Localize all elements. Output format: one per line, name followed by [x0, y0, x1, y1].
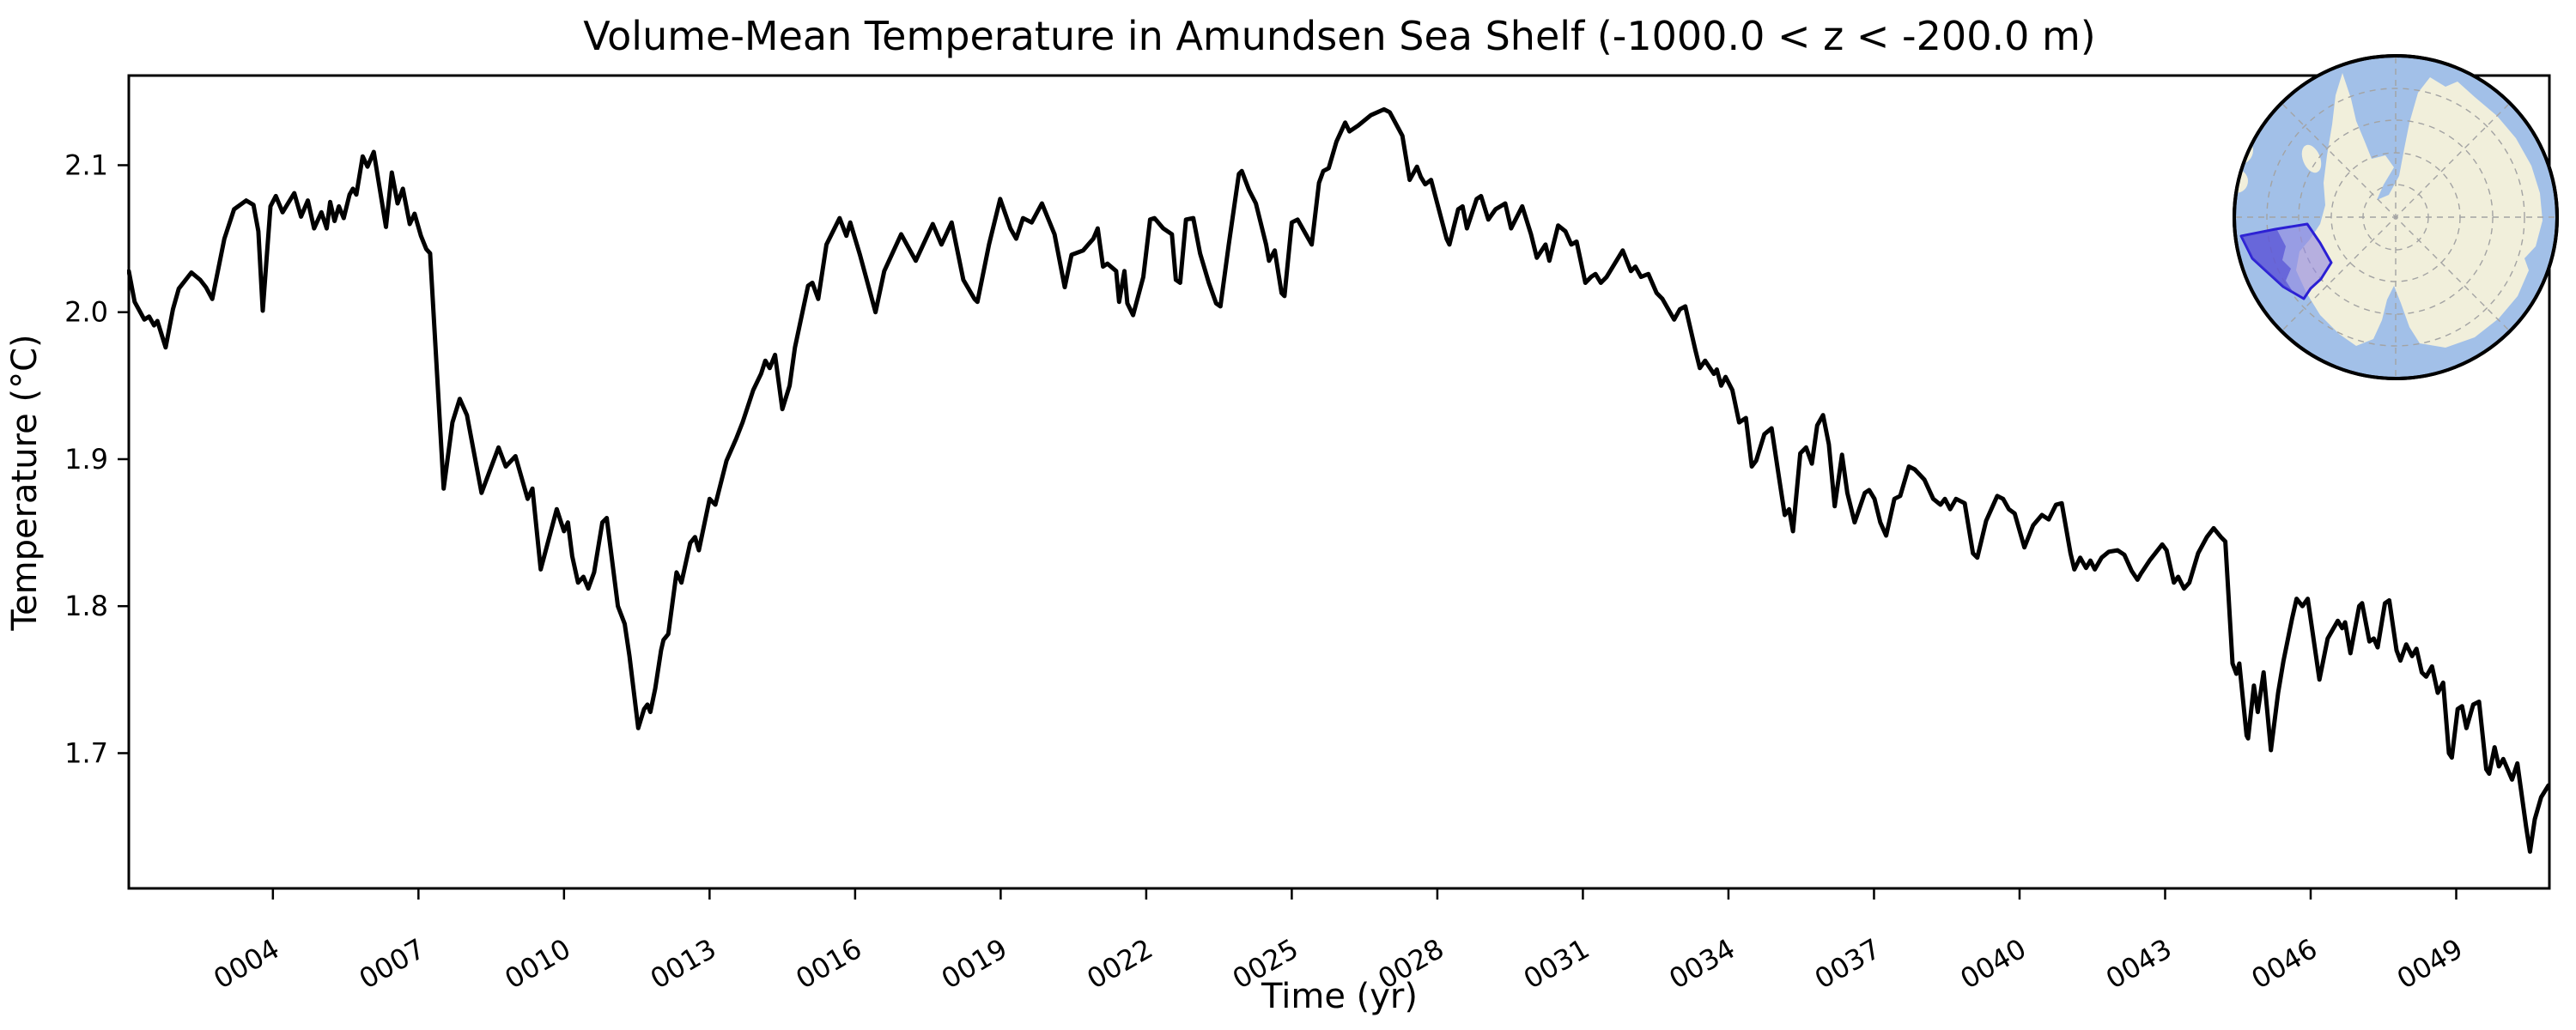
- map-border-circle: [2233, 54, 2559, 380]
- x-axis-label: Time (yr): [1261, 977, 1418, 1016]
- antarctica-inset-map: [2233, 54, 2559, 380]
- graticule-meridian: [2282, 104, 2509, 330]
- island: [2301, 144, 2322, 173]
- y-axis-label: Temperature (°C): [5, 334, 45, 631]
- chart-title: Volume-Mean Temperature in Amundsen Sea …: [583, 13, 2095, 59]
- x-tick-label: 0010: [499, 932, 576, 996]
- x-tick-label: 0022: [1081, 932, 1158, 996]
- amundsen-region-shelf: [2241, 230, 2293, 293]
- y-tick-label: 1.9: [64, 443, 108, 476]
- island: [2236, 169, 2248, 193]
- x-tick-label: 0040: [1954, 932, 2032, 996]
- x-tick-label: 0019: [936, 932, 1013, 996]
- y-tick-label: 1.8: [64, 590, 108, 622]
- plot-frame: [127, 74, 2551, 890]
- y-tick-label: 2.0: [64, 296, 108, 329]
- x-tick-label: 0031: [1518, 932, 1595, 996]
- y-tick-label: 1.7: [64, 736, 108, 769]
- x-tick-label: 0004: [208, 932, 285, 996]
- y-axis-ticks: 1.7 1.8 1.9 2.0 2.1: [64, 148, 129, 769]
- x-tick-label: 0046: [2245, 932, 2323, 996]
- x-tick-label: 0007: [354, 932, 431, 996]
- x-tick-label: 0013: [645, 932, 722, 996]
- graticule: [2236, 58, 2555, 377]
- x-tick-label: 0037: [1809, 932, 1886, 996]
- x-tick-label: 0034: [1663, 932, 1741, 996]
- temperature-line: [127, 106, 2551, 854]
- x-tick-label: 0049: [2391, 932, 2469, 996]
- antarctica-landmass: [2296, 73, 2543, 348]
- y-tick-label: 2.1: [64, 148, 108, 181]
- x-tick-label: 0043: [2100, 932, 2178, 996]
- x-tick-label: 0016: [790, 932, 867, 996]
- graticule-circle: [2266, 88, 2525, 347]
